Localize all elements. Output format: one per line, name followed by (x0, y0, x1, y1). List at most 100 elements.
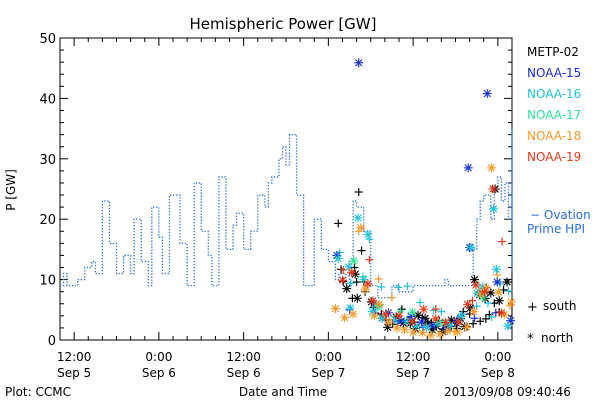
x-tick-label-date: Sep 7 (311, 366, 345, 380)
south-symbol: + (527, 300, 538, 315)
north-point-noaa-16 (353, 213, 363, 223)
legend-entry-noaa-17: NOAA-17 (527, 108, 581, 122)
marker-key: + south * north (527, 299, 577, 347)
y-tick-label: 20 (39, 213, 56, 228)
north-point-metp-02 (413, 310, 423, 320)
north-point-metp-02-d2 (353, 294, 362, 303)
north-point-noaa-16-d2 (412, 322, 420, 330)
y-tick-label: 10 (39, 274, 56, 289)
north-point-noaa-18-d2 (500, 310, 508, 319)
north-point-noaa-15-d2 (417, 318, 426, 326)
south-point-noaa-16 (394, 283, 403, 292)
north-point-noaa-18 (462, 322, 472, 332)
satellite-markers (330, 58, 516, 340)
legend-entry-noaa-16: NOAA-16 (527, 87, 581, 101)
north-point-noaa-18 (506, 297, 516, 307)
south-point-noaa-16 (377, 282, 386, 291)
north-point-noaa-19-d2 (381, 310, 390, 318)
x-tick-label-date: Sep 5 (57, 366, 91, 380)
north-point-noaa-17-d2 (479, 293, 487, 301)
north-point-noaa-17 (407, 307, 417, 317)
north-symbol: * (527, 332, 534, 347)
north-point-noaa-18-d2 (370, 312, 378, 320)
y-axis-label: P [GW] (4, 169, 18, 211)
north-point-noaa-18-d2 (453, 328, 462, 336)
south-point-noaa-16 (429, 306, 438, 315)
north-point-noaa-18-d2 (507, 298, 515, 306)
south-point-metp-02 (469, 319, 478, 328)
x-tick-label-time: 0:00 (145, 350, 172, 364)
south-point-noaa-16 (346, 279, 355, 288)
legend-entry-noaa-15: NOAA-15 (527, 66, 581, 80)
north-point-metp-02-d2 (503, 278, 511, 286)
north-point-metp-02-d2 (351, 270, 359, 278)
south-point-metp-02 (354, 188, 363, 197)
north-point-noaa-19 (441, 317, 451, 327)
north-point-noaa-15 (463, 163, 473, 173)
north-point-metp-02-d2 (495, 297, 503, 305)
south-point-noaa-19 (365, 255, 374, 264)
south-point-noaa-16 (437, 307, 446, 316)
north-point-noaa-18-d2 (385, 318, 393, 326)
north-point-noaa-16-d2 (334, 254, 342, 263)
south-point-noaa-19 (498, 237, 507, 246)
north-point-noaa-18 (453, 327, 463, 337)
north-point-noaa-18-d2 (409, 328, 417, 336)
x-axis-label: Date and Time (239, 385, 327, 399)
north-point-noaa-16-d2 (354, 214, 362, 222)
north-point-noaa-18 (356, 223, 366, 233)
north-point-noaa-18 (348, 309, 358, 319)
north-point-noaa-19-d2 (347, 268, 356, 277)
legend-entry-noaa-18: NOAA-18 (527, 129, 581, 143)
x-tick-label-date: Sep 6 (227, 366, 261, 380)
north-point-noaa-19 (471, 280, 481, 290)
north-point-noaa-18-d2 (331, 304, 340, 313)
north-label: north (541, 331, 573, 345)
north-point-noaa-19 (381, 309, 391, 319)
north-point-metp-02 (486, 288, 496, 298)
north-point-noaa-19 (394, 311, 404, 321)
north-point-noaa-18 (417, 328, 427, 338)
ovation-step-path (60, 128, 513, 299)
north-point-noaa-19-d2 (454, 318, 463, 326)
north-point-noaa-15 (492, 277, 502, 287)
north-point-noaa-16-d2 (345, 263, 353, 271)
north-point-metp-02 (470, 275, 480, 285)
north-point-noaa-19 (368, 296, 378, 306)
north-point-noaa-19 (363, 279, 373, 289)
north-point-metp-02 (342, 284, 352, 294)
x-axis: 12:00 Sep 5 0:00 Sep 6 12:00 Sep 6 0:00 Sep 7 12… (57, 38, 515, 380)
south-point-noaa-19 (431, 305, 440, 314)
north-point-noaa-16-d2 (467, 243, 475, 252)
chart-title: Hemispheric Power [GW] (190, 15, 377, 33)
x-tick-label-time: 12:00 (226, 350, 261, 364)
south-point-noaa-16 (487, 313, 496, 322)
south-point-noaa-18 (374, 274, 383, 283)
north-point-noaa-18-d2 (470, 307, 478, 316)
north-point-noaa-19 (407, 317, 417, 327)
north-point-noaa-15-d2 (483, 89, 491, 98)
north-point-noaa-18-d2 (436, 330, 444, 338)
north-point-noaa-16-d2 (346, 304, 354, 312)
south-point-metp-02 (352, 278, 361, 287)
south-point-metp-02 (337, 265, 346, 274)
north-point-noaa-19-d2 (497, 309, 506, 317)
north-point-metp-02-d2 (343, 284, 351, 293)
north-point-noaa-18 (494, 287, 504, 297)
legend-entry-metp-02: METP-02 (527, 45, 579, 59)
north-point-noaa-17-d2 (408, 308, 417, 316)
north-point-noaa-15-d2 (355, 59, 363, 67)
north-point-noaa-19-d2 (408, 318, 417, 326)
north-point-noaa-16-d2 (457, 312, 465, 321)
north-point-noaa-18-d2 (400, 326, 409, 334)
north-point-noaa-19-d2 (472, 281, 480, 289)
north-point-noaa-16 (333, 253, 343, 263)
north-point-noaa-18 (400, 325, 410, 335)
north-point-metp-02-d2 (470, 275, 479, 284)
north-point-noaa-18 (426, 330, 436, 340)
north-point-metp-02-d2 (487, 289, 495, 297)
north-point-noaa-19 (419, 304, 429, 314)
x-tick-label-time: 0:00 (315, 350, 342, 364)
x-tick-label-date: Sep 6 (142, 366, 176, 380)
